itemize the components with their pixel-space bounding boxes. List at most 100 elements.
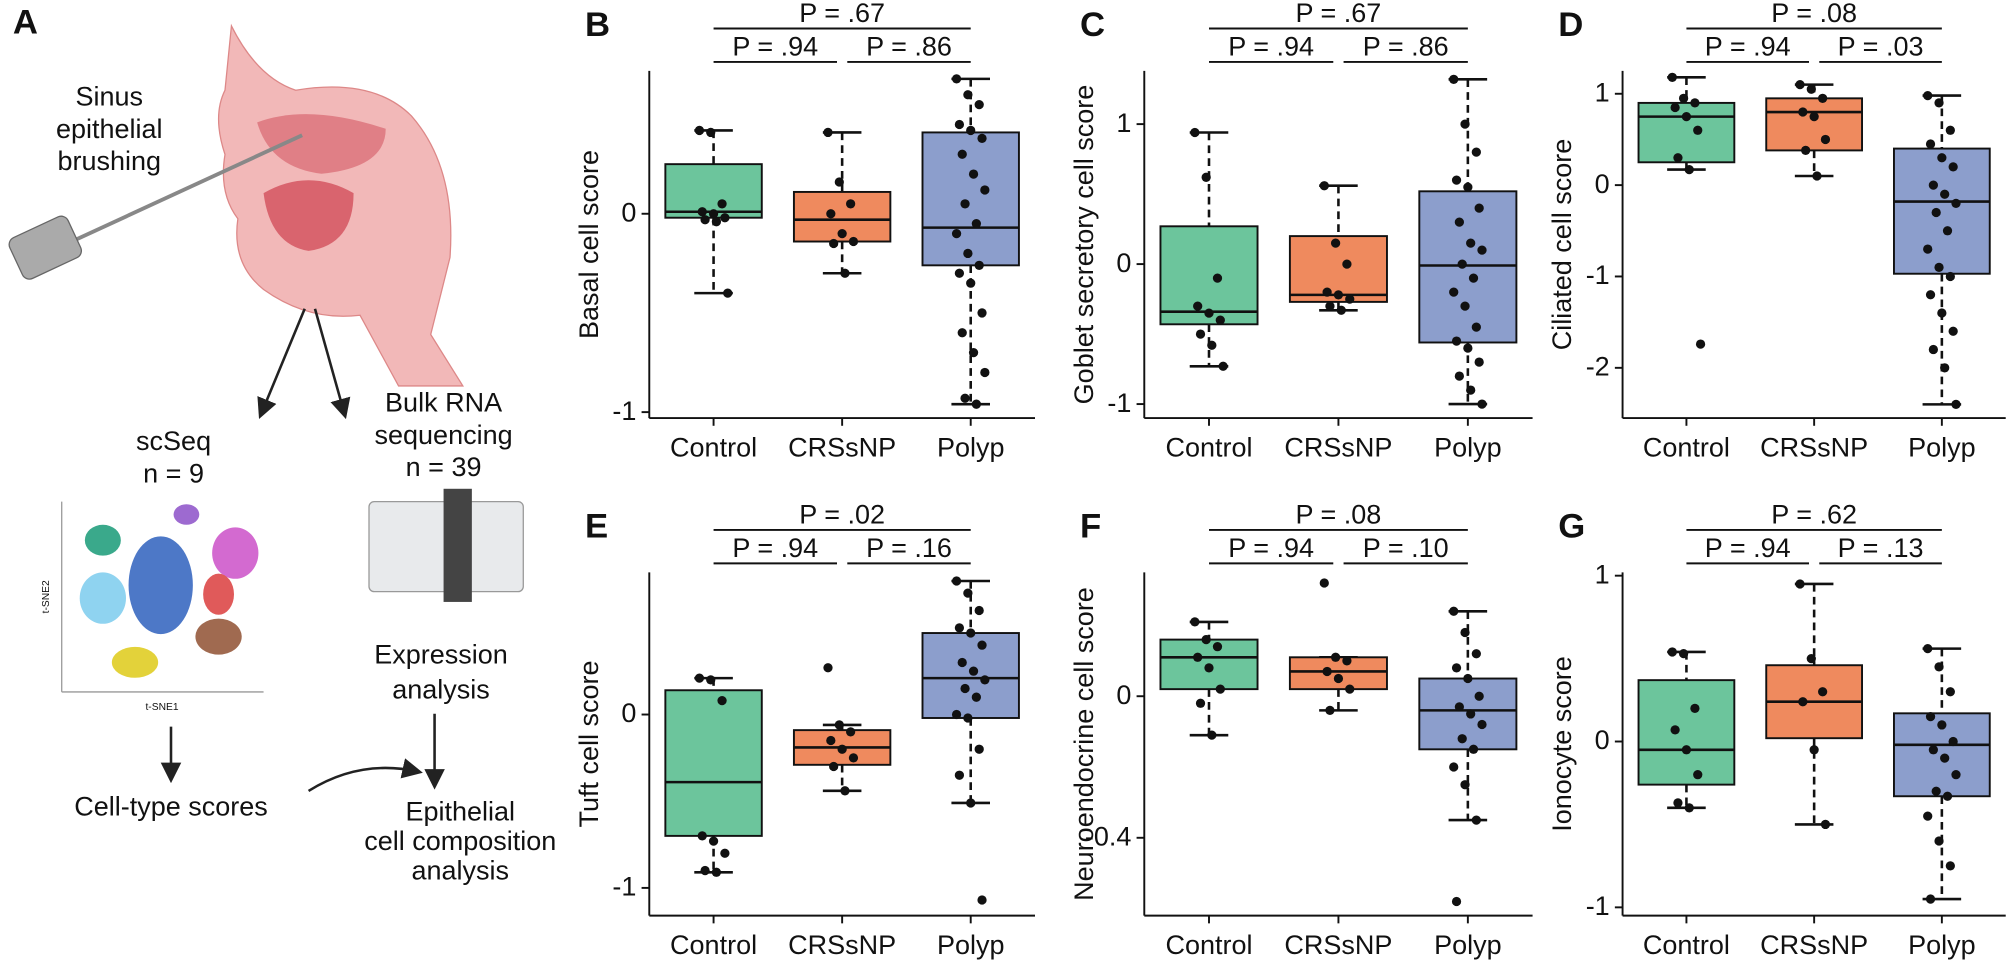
box-panel: D Ciliated cell score -2 -1 0 1 P = .94 P = .03… — [1547, 0, 2006, 463]
p-value: P = .67 — [799, 0, 885, 28]
tsne-x-label: t-SNE1 — [145, 702, 178, 713]
p-value: P = .94 — [1228, 31, 1314, 61]
data-point — [1477, 399, 1487, 409]
y-axis-label: Basal cell score — [574, 150, 604, 339]
data-point — [1931, 786, 1941, 796]
data-point — [823, 127, 833, 138]
x-tick-label: Control — [670, 930, 757, 960]
data-point — [1809, 111, 1819, 122]
data-point — [966, 125, 976, 136]
data-point — [1923, 90, 1933, 101]
y-tick-label: -1 — [612, 396, 636, 426]
data-point — [974, 605, 984, 616]
data-point — [840, 786, 850, 796]
data-point — [1809, 745, 1819, 755]
p-value: P = .16 — [866, 533, 952, 563]
data-point — [1693, 125, 1703, 135]
y-tick-label: -2 — [1586, 352, 1610, 382]
data-point — [1345, 684, 1355, 694]
data-point — [1454, 217, 1464, 227]
x-tick-label: Polyp — [1434, 930, 1502, 960]
data-point — [1466, 709, 1476, 719]
data-point — [1319, 578, 1329, 588]
data-point — [1342, 656, 1352, 666]
data-point — [711, 217, 722, 227]
data-point — [1684, 164, 1694, 175]
data-point — [1820, 819, 1831, 830]
x-tick-label: CRSsNP — [1284, 930, 1392, 960]
data-point — [971, 692, 982, 702]
data-point — [957, 149, 967, 159]
y-axis-label: Ionocyte score — [1547, 656, 1577, 832]
x-tick-label: Control — [1643, 433, 1730, 463]
box-panel: E Tuft cell score -1 0 P = .94 P = .16P = .02… — [574, 500, 1035, 960]
data-point — [697, 207, 707, 217]
y-tick-label: 0 — [1595, 169, 1610, 199]
annotation: Cell-type scores — [74, 791, 268, 821]
data-point — [697, 831, 707, 841]
data-point — [1681, 111, 1692, 122]
annotation: brushing — [57, 146, 161, 176]
data-point — [1195, 698, 1206, 708]
data-point — [1457, 259, 1467, 269]
data-point — [1468, 744, 1479, 754]
data-point — [700, 215, 710, 225]
annotation: Sinus — [76, 82, 144, 112]
panel-letter: A — [13, 4, 38, 42]
data-point — [1937, 308, 1947, 318]
data-point — [706, 675, 716, 685]
data-point — [1190, 127, 1200, 138]
data-point — [1945, 687, 1955, 697]
data-point — [1923, 644, 1933, 654]
data-point — [1934, 836, 1944, 846]
data-point — [974, 260, 984, 270]
p-value: P = .67 — [1296, 0, 1382, 28]
tsne-plot — [61, 501, 264, 693]
data-point — [1454, 371, 1464, 381]
p-value: P = .02 — [799, 500, 885, 530]
data-point — [1215, 315, 1225, 325]
x-tick-label: Polyp — [937, 930, 1005, 960]
y-tick-label: -1 — [1586, 891, 1610, 921]
data-point — [1345, 294, 1355, 304]
data-point — [1951, 770, 1961, 780]
p-value: P = .86 — [866, 31, 952, 61]
data-point — [1460, 119, 1470, 129]
data-point — [1325, 705, 1335, 716]
data-point — [829, 238, 839, 249]
data-point — [1951, 198, 1961, 209]
y-axis-label: Tuft cell score — [574, 660, 604, 827]
data-point — [1925, 894, 1936, 904]
p-value: P = .08 — [1296, 500, 1382, 530]
data-point — [1325, 301, 1335, 311]
data-point — [1463, 673, 1473, 684]
data-point — [1948, 736, 1958, 747]
brush-handle — [8, 215, 83, 280]
data-point — [1190, 617, 1200, 627]
data-point — [1330, 652, 1341, 662]
y-tick-label: 0 — [1116, 248, 1131, 278]
data-point — [1690, 703, 1700, 713]
annotation: Expression — [374, 640, 508, 670]
data-point — [1925, 290, 1936, 300]
sequencer-arm — [443, 488, 472, 602]
box — [1637, 679, 1736, 786]
data-point — [1678, 648, 1689, 659]
data-point — [971, 399, 982, 409]
data-point — [1673, 153, 1683, 163]
data-point — [720, 848, 730, 858]
data-point — [1931, 207, 1941, 218]
data-point — [1336, 305, 1346, 315]
data-point — [951, 576, 962, 586]
data-point — [834, 177, 844, 187]
annotation: scSeq — [136, 426, 211, 456]
data-point — [1695, 339, 1706, 349]
data-point — [1466, 238, 1476, 248]
data-point — [700, 865, 710, 876]
panel-letter: B — [585, 6, 610, 44]
arrow — [257, 308, 306, 419]
annotation: Bulk RNA — [385, 388, 502, 418]
data-point — [1801, 145, 1811, 156]
